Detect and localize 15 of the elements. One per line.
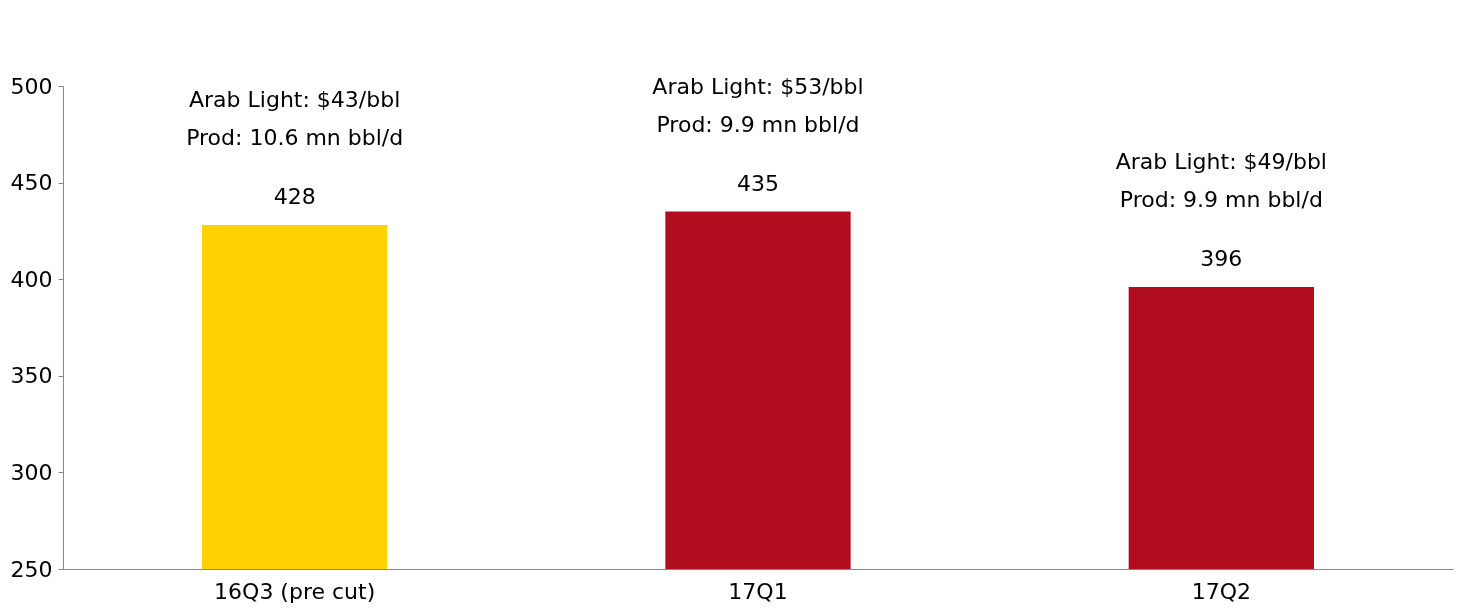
x-tick-label: 17Q2 bbox=[1191, 578, 1251, 604]
annotation: Arab Light: $53/bbl Prod: 9.9 mn bbl/d bbox=[652, 73, 864, 137]
y-tick-label: 350 bbox=[10, 363, 53, 389]
y-tick-label: 250 bbox=[10, 556, 53, 582]
data-label: 435 bbox=[737, 170, 779, 196]
y-tick-label: 300 bbox=[10, 459, 53, 485]
data-label: 396 bbox=[1200, 245, 1243, 271]
x-tick-label: 16Q3 (pre cut) bbox=[214, 578, 376, 604]
y-tick-label: 500 bbox=[10, 73, 53, 99]
y-tick-label: 400 bbox=[10, 266, 53, 292]
y-tick-label: 450 bbox=[10, 170, 53, 196]
annotation: Arab Light: $49/bbl Prod: 9.9 mn bbl/d bbox=[1115, 148, 1327, 212]
data-label: 428 bbox=[273, 184, 316, 210]
annotation: Arab Light: $43/bbl Prod: 10.6 mn bbl/d bbox=[186, 87, 404, 151]
x-tick-label: 17Q1 bbox=[728, 578, 788, 604]
